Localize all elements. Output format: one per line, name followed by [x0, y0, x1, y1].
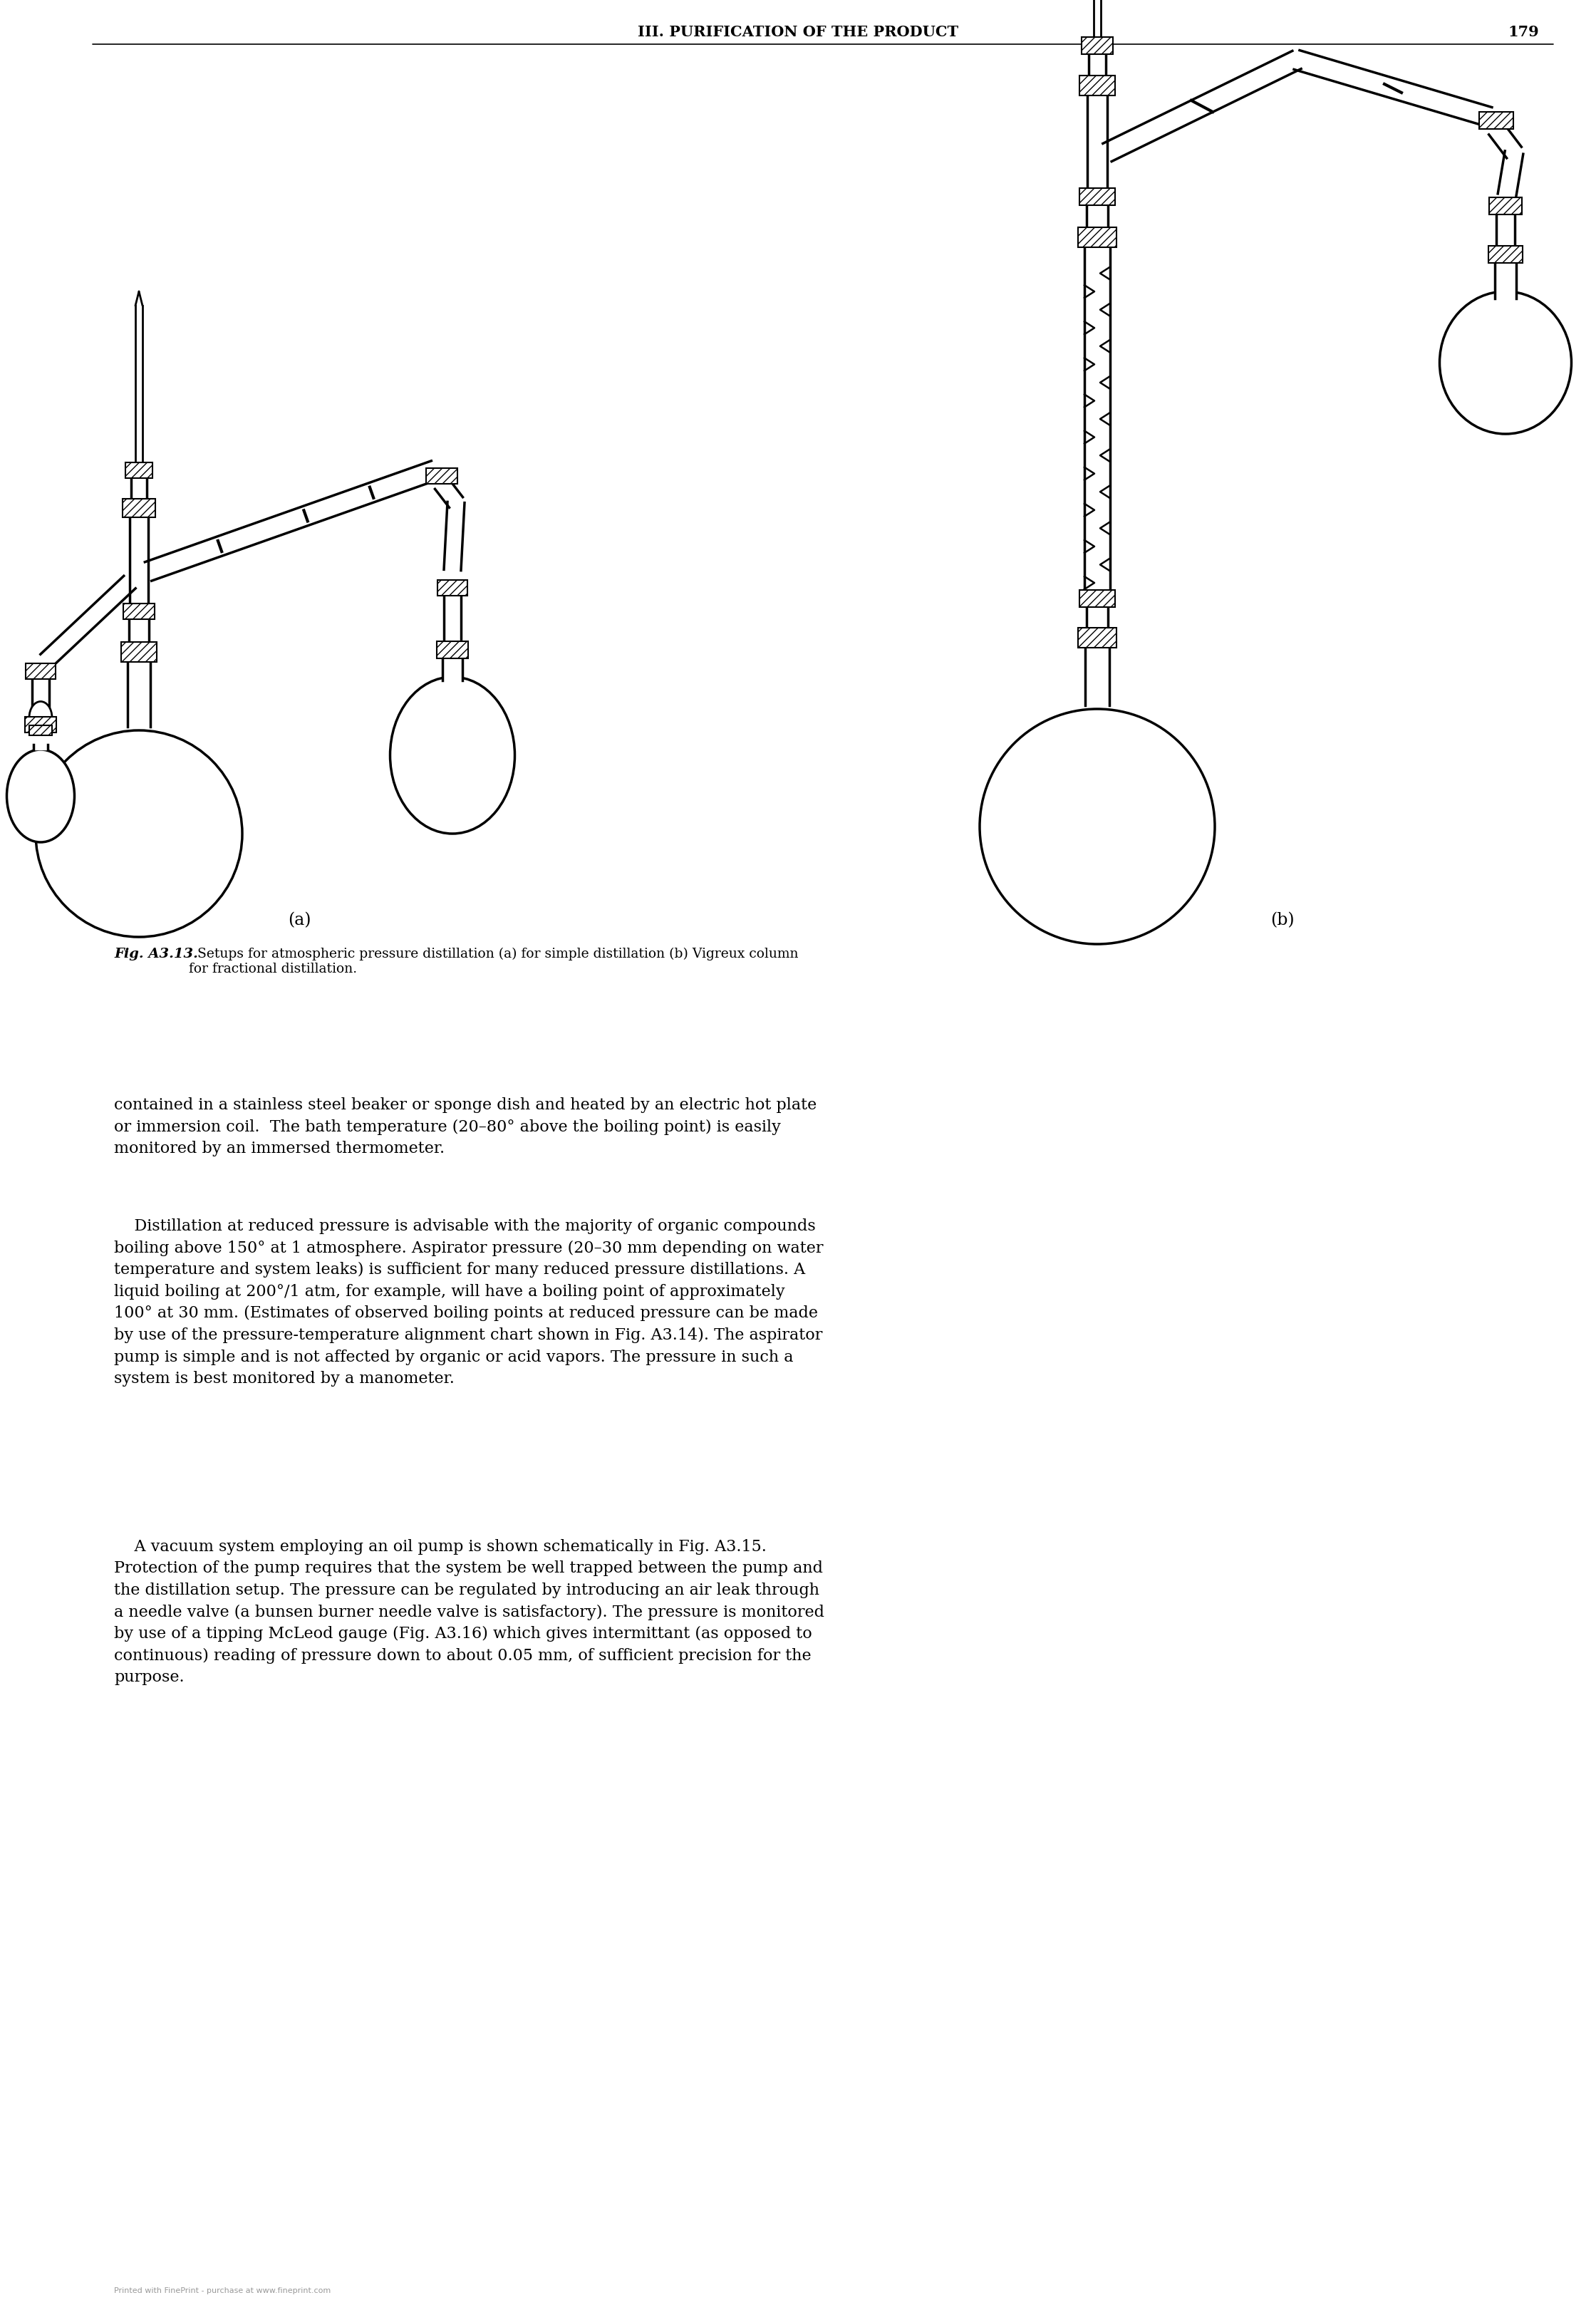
Polygon shape — [1085, 648, 1109, 706]
Bar — [26, 664, 56, 678]
Bar — [437, 641, 468, 657]
Polygon shape — [32, 678, 49, 718]
Polygon shape — [444, 595, 461, 641]
Bar — [1079, 590, 1116, 607]
Polygon shape — [128, 662, 150, 727]
Polygon shape — [1093, 0, 1101, 37]
Ellipse shape — [389, 676, 516, 833]
Bar — [437, 581, 468, 595]
Polygon shape — [136, 306, 142, 463]
Polygon shape — [40, 576, 136, 667]
Text: Fig. A3.13.: Fig. A3.13. — [113, 947, 198, 961]
Bar — [1079, 188, 1116, 206]
Polygon shape — [1495, 264, 1516, 299]
Polygon shape — [1489, 123, 1521, 157]
Polygon shape — [442, 657, 463, 681]
Bar — [1077, 627, 1117, 648]
Text: Printed with FinePrint - purchase at www.fineprint.com: Printed with FinePrint - purchase at www… — [113, 2287, 330, 2294]
Polygon shape — [1087, 206, 1108, 227]
Ellipse shape — [29, 701, 53, 734]
Bar — [123, 498, 155, 516]
Bar — [1489, 197, 1523, 215]
Bar — [1079, 76, 1116, 95]
Bar — [1085, 248, 1109, 590]
Polygon shape — [436, 479, 463, 507]
Text: Setups for atmospheric pressure distillation (a) for simple distillation (b) Vig: Setups for atmospheric pressure distilla… — [188, 947, 798, 975]
Text: Distillation at reduced pressure is advisable with the majority of organic compo: Distillation at reduced pressure is advi… — [113, 1218, 824, 1387]
Polygon shape — [1294, 51, 1492, 127]
Text: (b): (b) — [1270, 912, 1294, 928]
Bar — [26, 718, 56, 732]
Bar — [123, 604, 155, 618]
Bar — [1489, 245, 1523, 264]
Polygon shape — [145, 461, 437, 581]
Polygon shape — [1497, 150, 1523, 197]
Bar — [29, 725, 53, 736]
Bar — [1479, 111, 1513, 130]
Text: contained in a stainless steel beaker or sponge dish and heated by an electric h: contained in a stainless steel beaker or… — [113, 1097, 817, 1158]
Bar — [126, 463, 153, 479]
Circle shape — [980, 708, 1215, 945]
Polygon shape — [34, 745, 48, 750]
Circle shape — [35, 729, 243, 938]
Polygon shape — [1087, 607, 1108, 627]
Text: A vacuum system employing an oil pump is shown schematically in Fig. A3.15.
Prot: A vacuum system employing an oil pump is… — [113, 1539, 825, 1685]
Bar — [1082, 37, 1112, 53]
Ellipse shape — [1440, 292, 1572, 433]
Polygon shape — [1497, 215, 1515, 245]
Polygon shape — [1103, 51, 1301, 162]
Ellipse shape — [6, 750, 75, 843]
Polygon shape — [131, 479, 147, 498]
Polygon shape — [1087, 95, 1108, 188]
Polygon shape — [1088, 53, 1106, 76]
Polygon shape — [129, 620, 148, 641]
Text: (a): (a) — [287, 912, 311, 928]
Polygon shape — [444, 502, 464, 569]
Bar — [426, 468, 458, 484]
Text: 179: 179 — [1508, 25, 1539, 39]
Bar — [1077, 227, 1117, 248]
Polygon shape — [129, 519, 148, 604]
Bar — [121, 641, 156, 662]
Text: III. PURIFICATION OF THE PRODUCT: III. PURIFICATION OF THE PRODUCT — [638, 25, 958, 39]
